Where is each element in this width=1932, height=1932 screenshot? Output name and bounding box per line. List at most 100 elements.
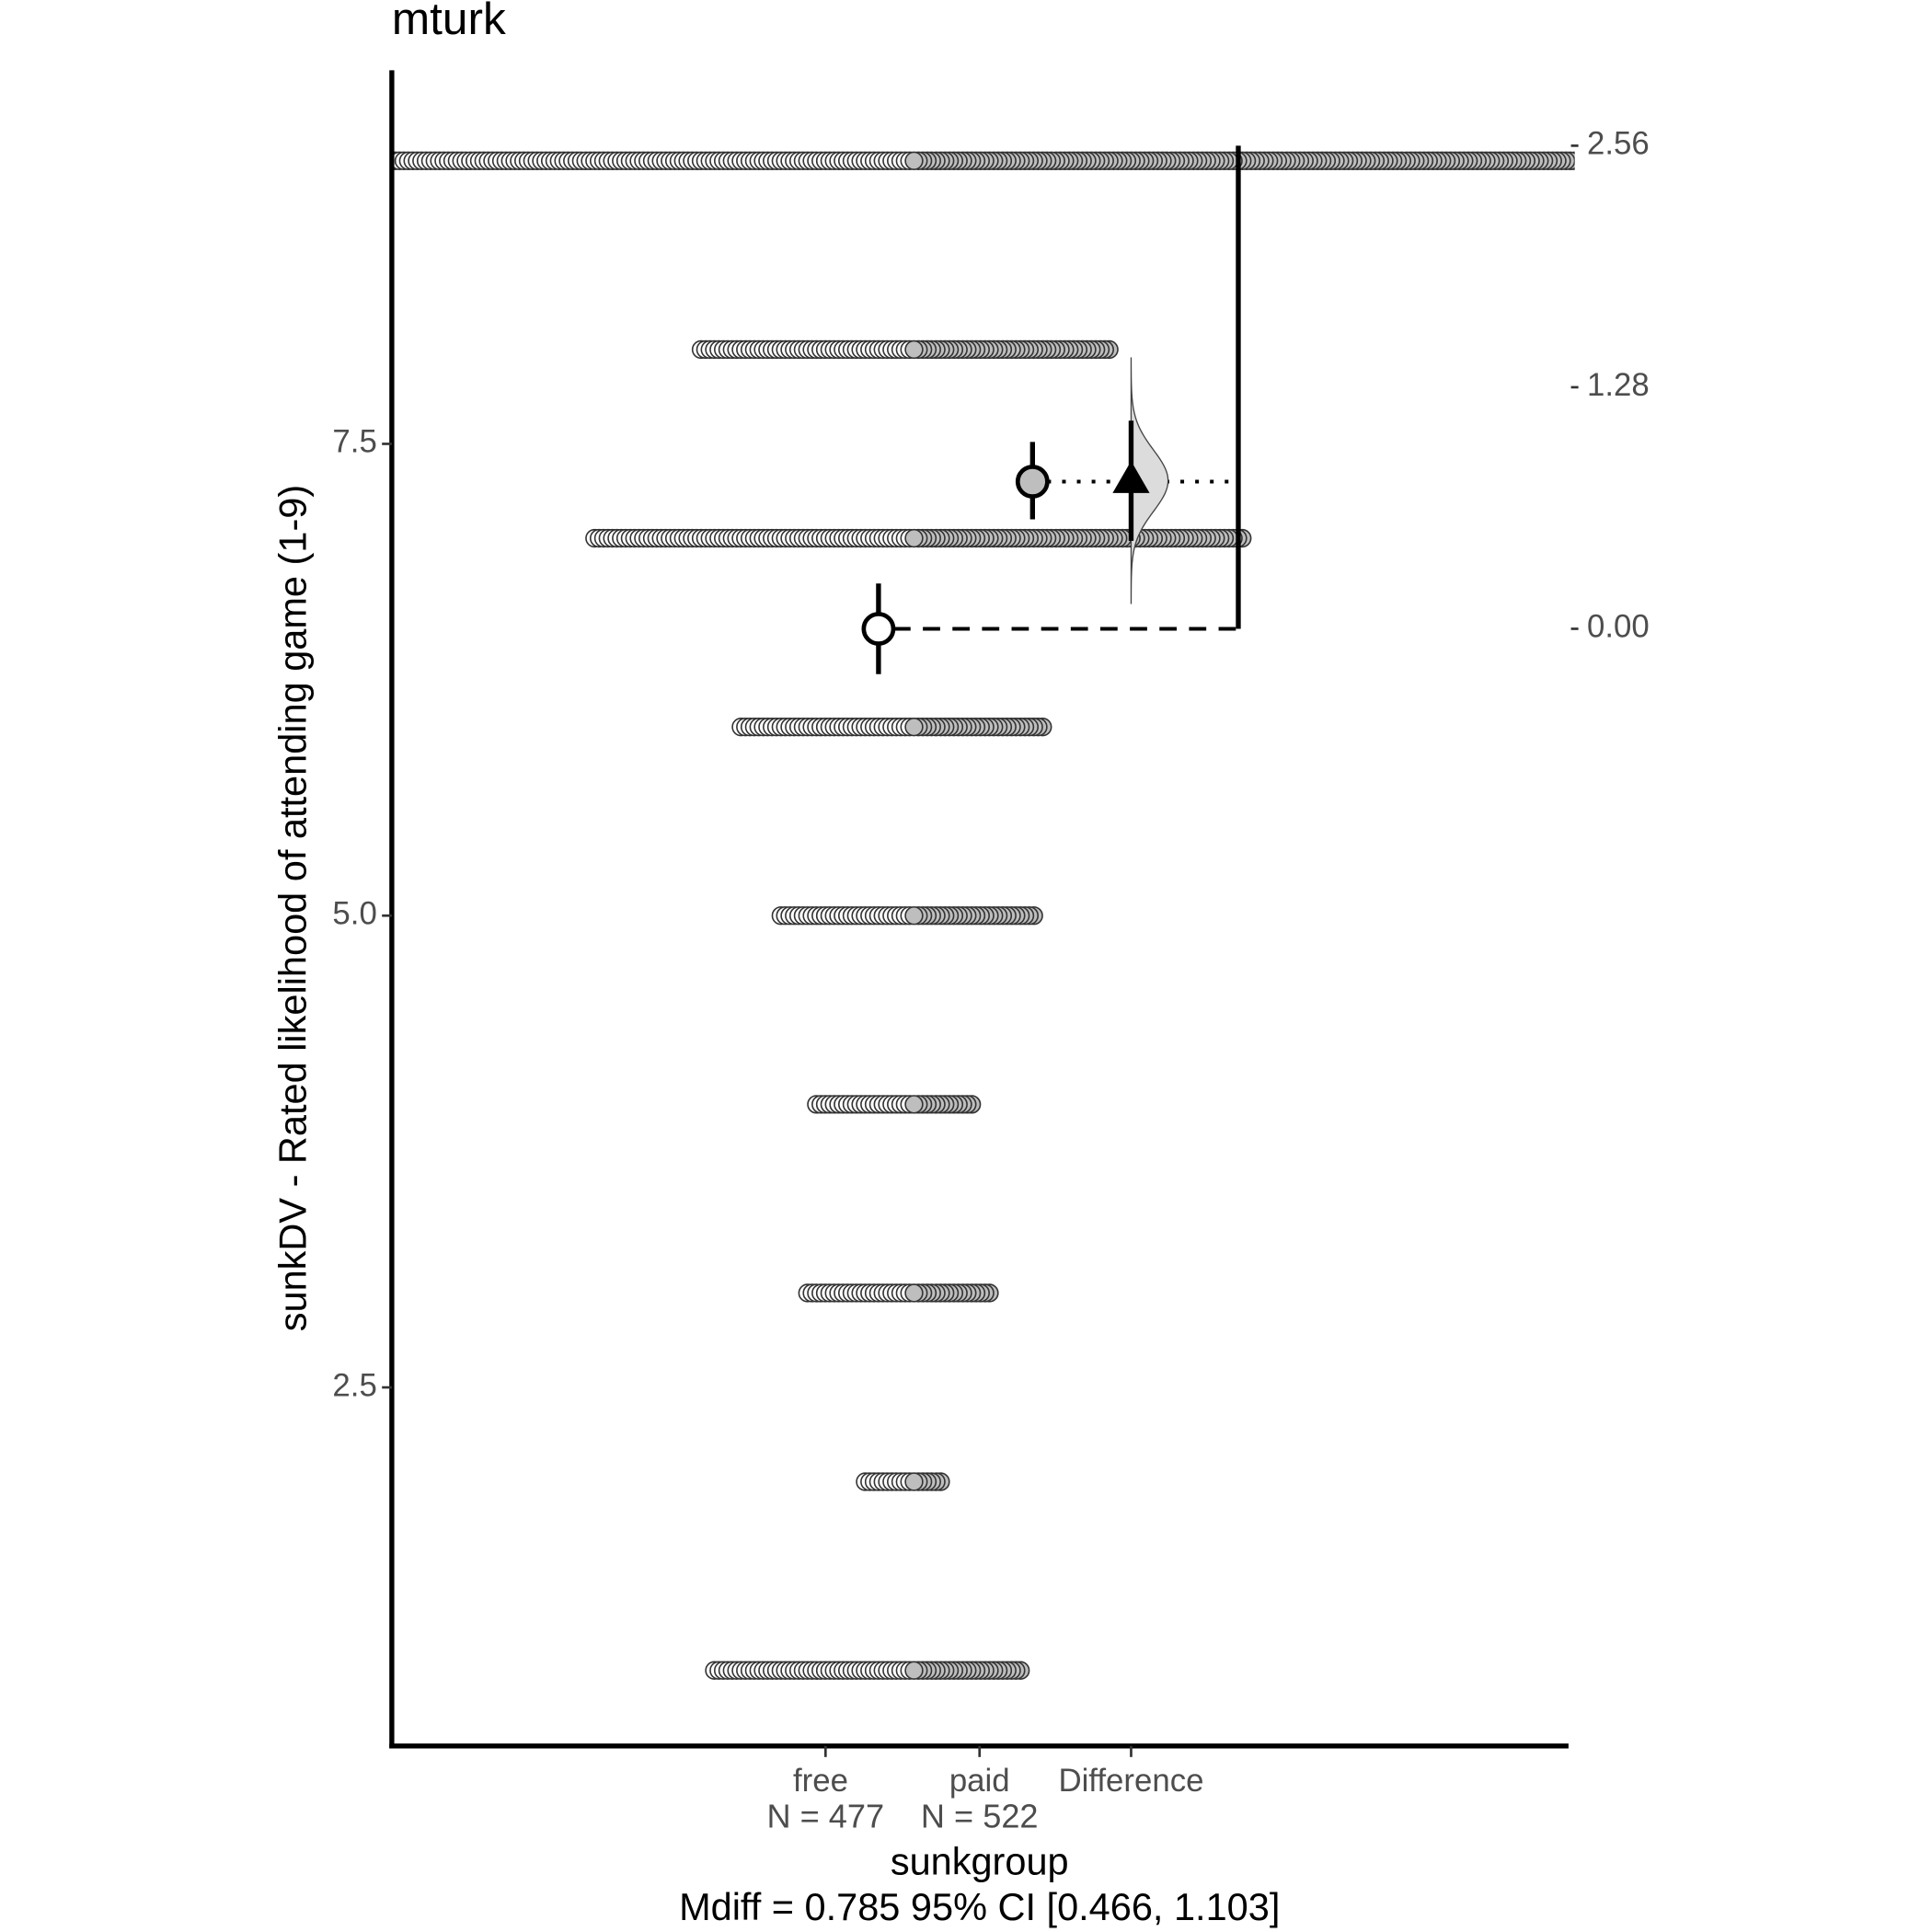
data-point xyxy=(1682,152,1699,169)
data-point xyxy=(1894,152,1912,169)
data-point xyxy=(160,152,178,169)
data-point xyxy=(143,152,160,169)
data-point xyxy=(1868,152,1885,169)
data-point xyxy=(1765,152,1783,169)
data-point xyxy=(1762,152,1779,169)
data-point xyxy=(289,152,306,169)
data-point xyxy=(1784,152,1801,169)
data-point xyxy=(904,1472,924,1491)
data-point xyxy=(293,152,311,169)
data-point xyxy=(333,152,351,169)
data-point xyxy=(111,152,129,169)
data-point xyxy=(147,152,165,169)
data-point xyxy=(1877,152,1894,169)
data-point xyxy=(1650,152,1668,169)
x-tick-label: free xyxy=(793,1763,848,1799)
data-point xyxy=(328,152,346,169)
data-point xyxy=(351,152,368,169)
data-point xyxy=(129,152,146,169)
difference-density xyxy=(1130,357,1169,604)
data-point xyxy=(191,152,209,169)
data-point xyxy=(1713,152,1731,169)
data-point xyxy=(1864,152,1881,169)
data-point xyxy=(165,152,182,169)
y-tick-label: 7.5 xyxy=(332,424,376,460)
data-point xyxy=(1704,152,1721,169)
data-point xyxy=(1664,152,1682,169)
data-point xyxy=(204,152,222,169)
data-point xyxy=(1731,152,1748,169)
data-point xyxy=(316,152,333,169)
data-point xyxy=(1757,152,1775,169)
data-point xyxy=(904,1661,924,1680)
data-point xyxy=(325,152,342,169)
data-point xyxy=(1695,152,1712,169)
data-point xyxy=(1788,152,1806,169)
data-point xyxy=(1823,152,1841,169)
data-point xyxy=(904,717,924,737)
data-point xyxy=(275,152,293,169)
subtitle: Mdiff = 0.785 95% CI [0.466, 1.103] xyxy=(679,1885,1280,1928)
y-axis-label: sunkDV - Rated likelihood of attending g… xyxy=(270,485,314,1331)
data-point xyxy=(1859,152,1877,169)
data-point xyxy=(1926,152,1932,169)
data-point xyxy=(107,152,124,169)
x-tick-label: paid xyxy=(949,1763,1010,1799)
data-point xyxy=(1916,152,1932,169)
data-point xyxy=(1735,152,1753,169)
data-point xyxy=(347,152,364,169)
data-point xyxy=(1717,152,1734,169)
data-point xyxy=(1792,152,1810,169)
data-point xyxy=(1908,152,1926,169)
data-point xyxy=(249,152,267,169)
data-point xyxy=(1921,152,1932,169)
data-point xyxy=(155,152,173,169)
data-point xyxy=(1740,152,1757,169)
data-point xyxy=(226,152,244,169)
y-tick-label: 2.5 xyxy=(332,1367,376,1403)
data-point xyxy=(125,152,143,169)
data-point xyxy=(1801,152,1819,169)
data-point xyxy=(1872,152,1890,169)
data-point xyxy=(1855,152,1872,169)
x-tick-label: Difference xyxy=(1058,1763,1203,1799)
chart-title: mturk xyxy=(392,0,506,44)
data-point xyxy=(298,152,316,169)
y2-tick-label: 1.28 xyxy=(1587,367,1650,403)
data-point xyxy=(213,152,231,169)
data-point xyxy=(200,152,217,169)
group-mean xyxy=(1015,465,1050,499)
data-point xyxy=(1677,152,1695,169)
data-point xyxy=(1673,152,1690,169)
data-point xyxy=(320,152,338,169)
data-point xyxy=(1660,152,1677,169)
data-point xyxy=(1721,152,1739,169)
data-point xyxy=(196,152,213,169)
dots xyxy=(107,151,1932,1680)
data-point xyxy=(1819,152,1836,169)
data-point xyxy=(121,152,138,169)
group-mean xyxy=(861,612,896,646)
data-point xyxy=(218,152,236,169)
data-point xyxy=(364,152,382,169)
x-axis-label: sunkgroup xyxy=(891,1839,1069,1882)
data-point xyxy=(1797,152,1814,169)
data-point xyxy=(1828,152,1846,169)
data-point xyxy=(374,152,391,169)
data-point xyxy=(1686,152,1704,169)
y2-tick-label: 0.00 xyxy=(1587,609,1650,645)
data-point xyxy=(258,152,275,169)
data-point xyxy=(904,528,924,548)
n-label: N = 522 xyxy=(921,1797,1039,1834)
data-point xyxy=(262,152,280,169)
data-point xyxy=(1913,152,1930,169)
data-point xyxy=(1753,152,1770,169)
data-point xyxy=(342,152,360,169)
data-point xyxy=(1748,152,1765,169)
data-point xyxy=(355,152,373,169)
data-point xyxy=(1743,152,1761,169)
data-point xyxy=(1850,152,1868,169)
data-point xyxy=(1881,152,1899,169)
data-point xyxy=(1811,152,1828,169)
